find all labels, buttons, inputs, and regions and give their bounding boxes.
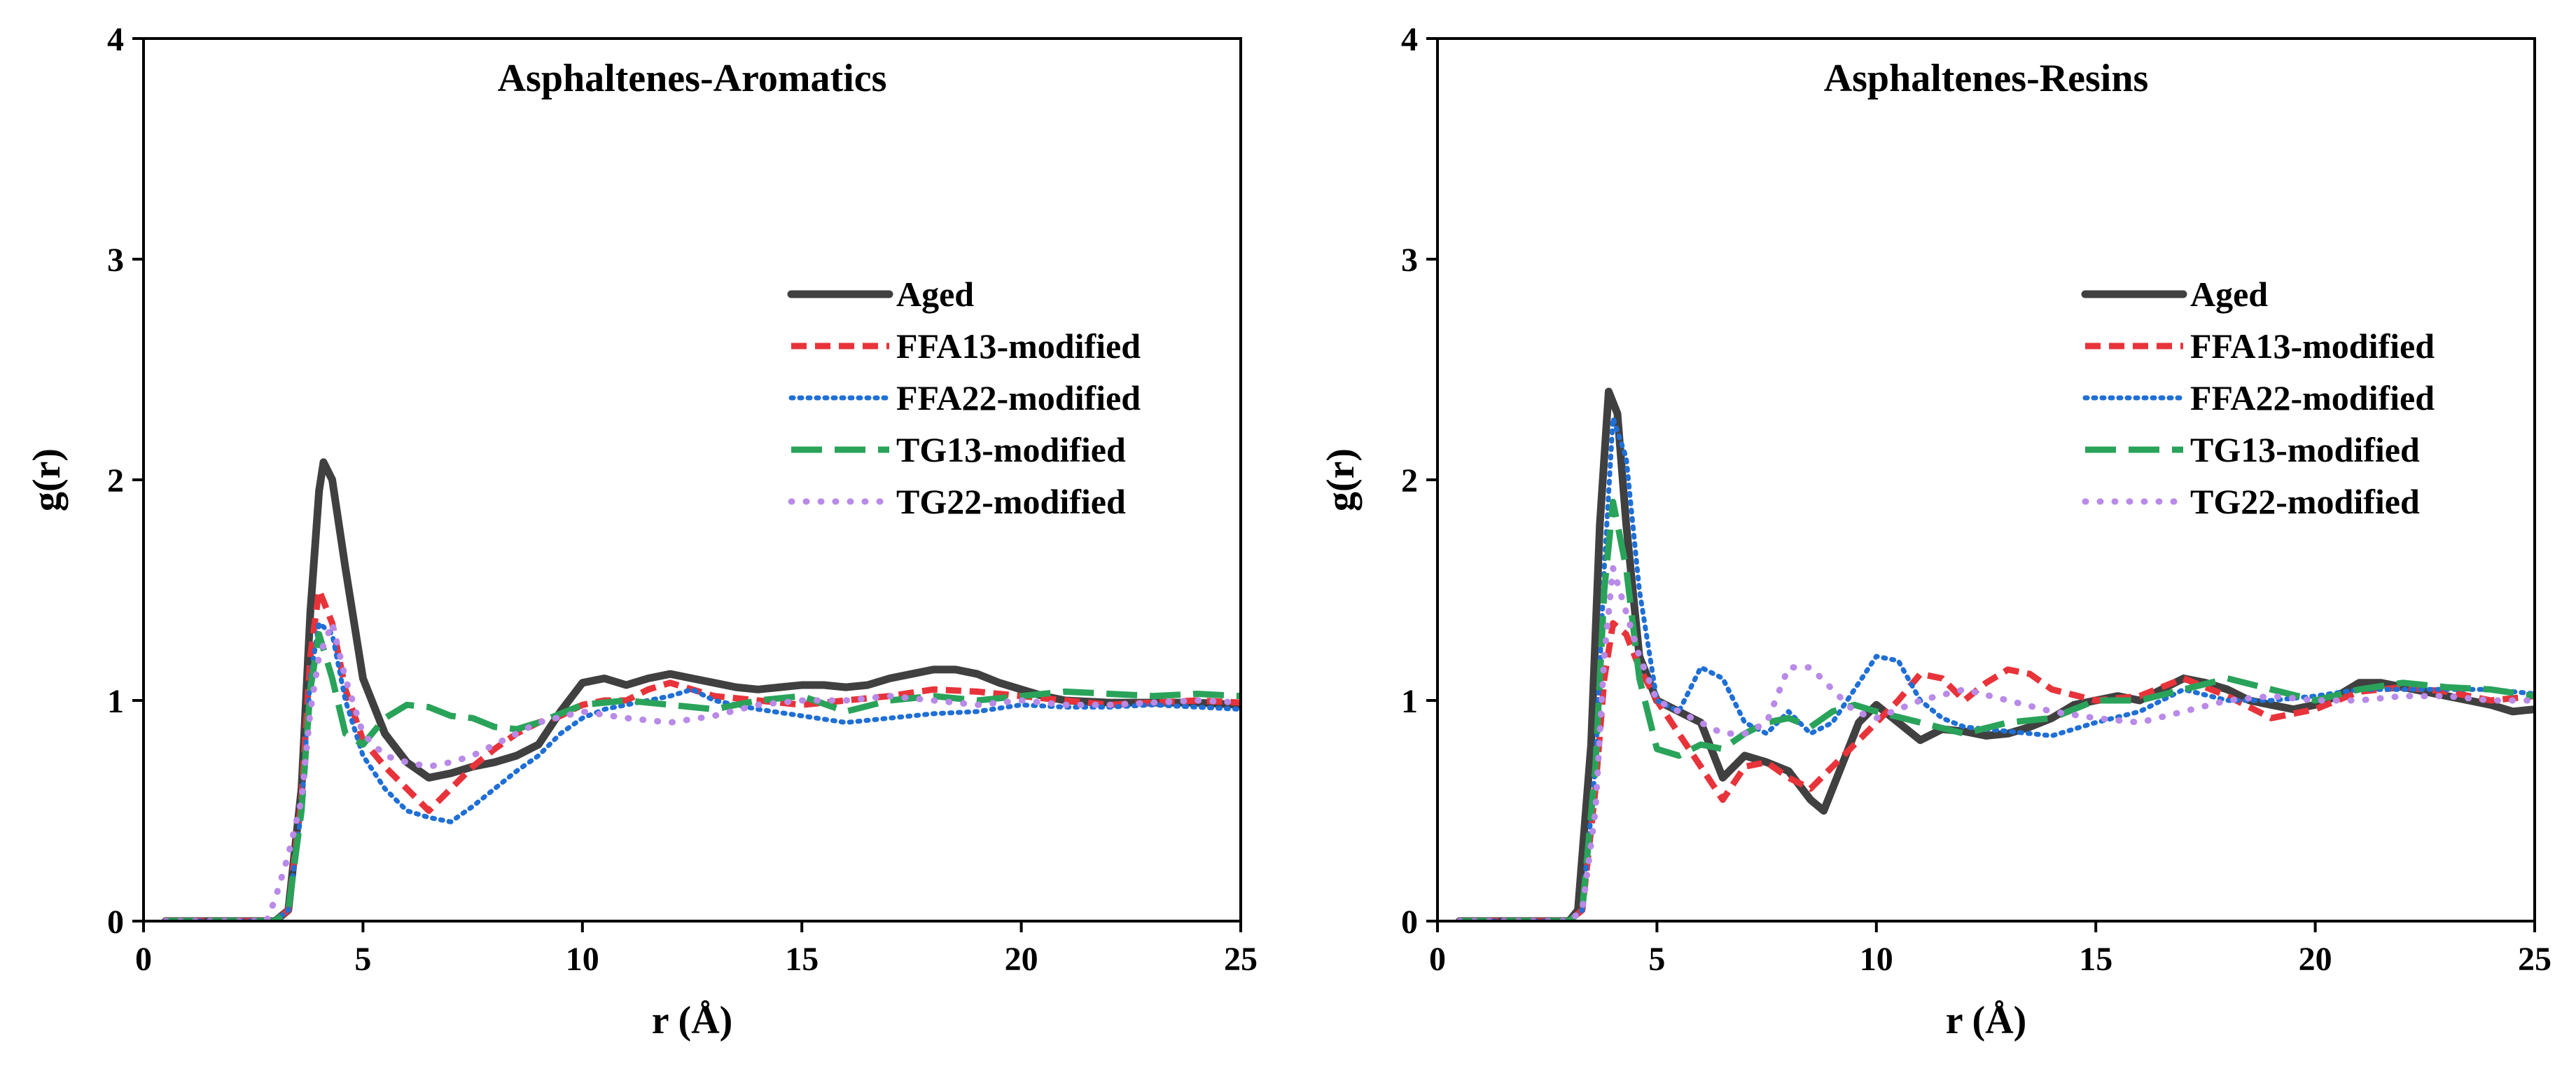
plot-frame — [142, 37, 1242, 923]
series-line-tg13-modified — [1459, 499, 2535, 921]
legend-label: TG22-modified — [896, 482, 1126, 521]
series-line-tg22-modified — [162, 620, 1241, 921]
y-tick-label: 3 — [107, 242, 124, 279]
y-tick-label: 4 — [1401, 21, 1418, 58]
x-tick-label: 10 — [566, 941, 599, 978]
chart-title: Asphaltenes-Resins — [1824, 57, 2149, 100]
chart-title: Asphaltenes-Aromatics — [498, 57, 887, 100]
x-axis-title: r (Å) — [652, 999, 733, 1042]
x-tick-label: 10 — [1860, 941, 1893, 978]
y-tick-label: 3 — [1401, 242, 1418, 279]
y-tick-label: 2 — [1401, 462, 1418, 499]
series-line-tg13-modified — [165, 631, 1241, 921]
x-tick-label: 5 — [354, 941, 371, 978]
x-tick-label: 15 — [2079, 941, 2112, 978]
y-axis-title: g(r) — [1319, 448, 1363, 511]
y-axis-title: g(r) — [25, 448, 69, 511]
series-group — [1455, 387, 2535, 921]
x-axis-title: r (Å) — [1946, 999, 2027, 1042]
series-line-ffa13-modified — [1459, 620, 2535, 921]
y-tick-label: 1 — [1401, 683, 1418, 720]
chart-panel-right: 0 5 10 15 20 25 0 1 2 3 4 r (Å) g(r) Asphaltenes-Resi… — [1319, 21, 2551, 1042]
legend-label: Aged — [2190, 275, 2268, 314]
series-group — [161, 458, 1241, 921]
y-tick-label: 2 — [107, 462, 124, 499]
series-line-tg22-modified — [1456, 565, 2535, 921]
legend: Aged FFA13-modified FFA22-modified TG13-mod… — [787, 275, 1141, 521]
series-line-aged — [161, 458, 1241, 921]
x-tick-label: 0 — [1429, 941, 1446, 978]
legend-label: FFA22-modified — [2190, 378, 2435, 417]
legend-label: FFA22-modified — [896, 378, 1141, 417]
chart-panel-left: 0 5 10 15 20 25 0 1 2 3 4 r (Å) g(r) Asphaltenes-Arom… — [25, 21, 1258, 1042]
y-tick-label: 0 — [1401, 904, 1418, 941]
series-line-ffa13-modified — [165, 587, 1241, 921]
y-tick-label: 1 — [107, 683, 124, 720]
legend-label: TG13-modified — [2190, 430, 2420, 469]
y-tick-label: 4 — [107, 21, 124, 58]
x-tick-label: 20 — [2299, 941, 2332, 978]
series-line-aged — [1455, 387, 2535, 921]
y-tick-label: 0 — [107, 904, 124, 941]
legend-label: TG22-modified — [2190, 482, 2420, 521]
x-tick-label: 15 — [785, 941, 819, 978]
legend-label: Aged — [896, 275, 974, 314]
legend: Aged FFA13-modified FFA22-modified TG13-mod… — [2081, 275, 2435, 521]
x-tick-label: 0 — [135, 941, 152, 978]
x-tick-label: 5 — [1648, 941, 1665, 978]
x-tick-label: 25 — [2518, 941, 2551, 978]
x-tick-label: 20 — [1005, 941, 1038, 978]
legend-label: FFA13-modified — [896, 326, 1141, 366]
x-tick-label: 25 — [1224, 941, 1258, 978]
legend-label: TG13-modified — [896, 430, 1126, 469]
legend-label: FFA13-modified — [2190, 326, 2435, 366]
